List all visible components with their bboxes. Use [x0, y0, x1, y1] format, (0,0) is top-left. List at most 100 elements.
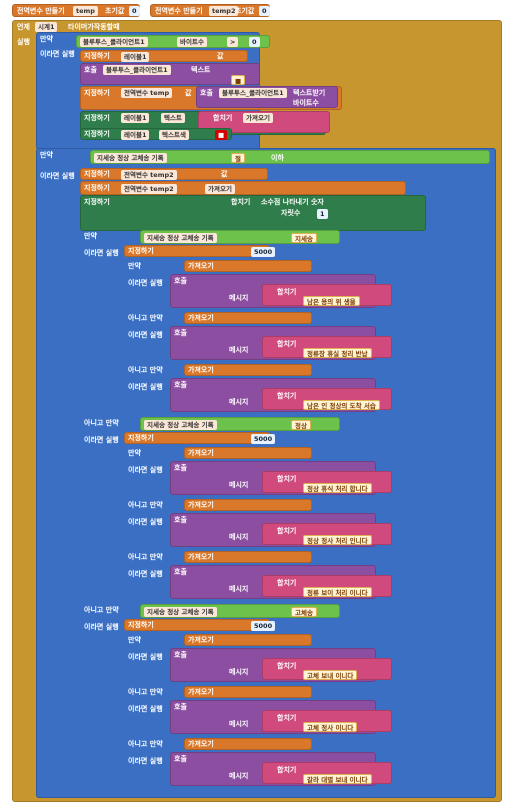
set-decimals-block[interactable]: 지정하기 합치기 소수점 나타내기 숫자 자릿수 1 — [80, 195, 426, 231]
digits-value[interactable]: 1 — [317, 209, 328, 219]
receive-method: 텍스트받기 — [293, 89, 326, 97]
receive-call[interactable]: 호출 블루투스_클라이언트1 텍스트받기 바이트수 — [196, 86, 338, 108]
global-var-suffix: 초기값 — [235, 7, 255, 15]
message-text[interactable]: 정류장 휴실 정리 반납 — [303, 348, 372, 358]
call-arg[interactable]: ■ — [231, 75, 246, 85]
set-prop[interactable]: 텍스트색 — [159, 130, 189, 140]
message-join[interactable]: 합치기 갈라 대별 보내 이니다 — [262, 762, 392, 784]
set-target[interactable]: 전역변수 temp2 — [121, 184, 177, 194]
message-join[interactable]: 합치기 고체 정사 이니다 — [262, 710, 392, 732]
get-temp2-block[interactable]: 가져오기 — [184, 364, 312, 376]
section-condition[interactable]: 지세숭 정상 고체송 기록 고체송 — [140, 604, 340, 618]
compare-op[interactable]: > — [227, 37, 239, 47]
global-var-temp[interactable]: 전역변수 만들기 temp 초기값 0 — [12, 4, 140, 17]
get-temp2-block[interactable]: 가져오기 — [184, 686, 312, 698]
message-join[interactable]: 합치기 고체 보내 이니다 — [262, 658, 392, 680]
set-keyword: 지정하기 — [84, 184, 110, 192]
textcomp[interactable]: 지세숭 정상 고체송 기록 — [94, 153, 167, 163]
set-timer-block[interactable]: 지정하기 5000 — [124, 432, 276, 444]
global-var-value[interactable]: 0 — [129, 6, 140, 16]
section-textcomp[interactable]: 지세숭 정상 고체송 기록 — [144, 420, 217, 430]
set-temp2-block[interactable]: 지정하기 전역변수 temp2 값 — [80, 168, 268, 180]
message-join[interactable]: 합치기 정류 보이 처리 이니다 — [262, 575, 392, 597]
color-red[interactable]: ■ — [215, 130, 228, 140]
message-text[interactable]: 정상 휴식 처리 합니다 — [303, 483, 372, 493]
event-component[interactable]: 시계1 — [35, 22, 58, 32]
join-keyword: 합치기 — [277, 527, 297, 535]
call-keyword: 호출 — [174, 755, 187, 763]
get-keyword[interactable]: 가져오기 — [205, 184, 235, 194]
join-block[interactable]: 합치기 가져오기 — [198, 111, 330, 133]
message-text[interactable]: 고체 정사 이니다 — [303, 722, 358, 732]
set-target[interactable]: 전역변수 temp — [121, 88, 173, 98]
set-timer-block[interactable]: 지정하기 5000 — [124, 619, 276, 631]
set-target[interactable]: 레이블1 — [121, 130, 150, 140]
timer-value[interactable]: 5000 — [251, 247, 276, 257]
value-keyword: 값 — [221, 170, 228, 178]
set-target[interactable]: 전역변수 temp2 — [121, 170, 177, 180]
message-text[interactable]: 갈라 대별 보내 이니다 — [303, 774, 372, 784]
join-keyword: 합치기 — [213, 114, 233, 122]
message-keyword: 메시지 — [229, 585, 249, 593]
global-var-label: 전역변수 만들기 — [155, 7, 203, 15]
get-temp2-block[interactable]: 가져오기 — [184, 312, 312, 324]
get-temp[interactable]: 가져오기 — [243, 113, 273, 123]
set-prop[interactable]: 텍스트 — [161, 113, 185, 123]
message-text[interactable]: 정류 보이 처리 이니다 — [303, 587, 372, 597]
compare-block-2[interactable]: 지세숭 정상 고체송 기록 절 이하 — [90, 150, 490, 164]
compare-literal[interactable]: 절 — [231, 153, 245, 163]
bt-component[interactable]: 블루투스_클라이언트1 — [80, 37, 148, 47]
timer-value[interactable]: 5000 — [251, 621, 276, 631]
decimals-label: 소수점 나타내기 숫자 — [261, 198, 324, 206]
bt-available[interactable]: 바이트수 — [177, 37, 207, 47]
global-var-value[interactable]: 0 — [259, 6, 270, 16]
section-textcomp[interactable]: 지세숭 정상 고체송 기록 — [144, 233, 217, 243]
message-text[interactable]: 남은 용의 위 생을 — [303, 296, 360, 306]
global-var-name[interactable]: temp2 — [209, 6, 239, 16]
set-temp2-get[interactable]: 지정하기 전역변수 temp2 가져오기 — [80, 181, 406, 195]
section-textcomp[interactable]: 지세숭 정상 고체송 기록 — [144, 607, 217, 617]
set-target[interactable]: 레이블1 — [121, 52, 150, 62]
message-text[interactable]: 고체 보내 이니다 — [303, 670, 358, 680]
call-component[interactable]: 블루투스_클라이언트1 — [103, 65, 171, 75]
row-if-keyword: 아니고 만약 — [128, 366, 163, 374]
section-key[interactable]: 고체송 — [291, 607, 317, 617]
set-color-block[interactable]: 지정하기 레이블1 텍스트색 ■ — [80, 128, 232, 140]
get-temp2-block[interactable]: 가져오기 — [184, 738, 312, 750]
message-join[interactable]: 합치기 남은 인 정상의 도착 서습 — [262, 388, 392, 410]
get-keyword: 가져오기 — [188, 449, 214, 457]
message-text[interactable]: 남은 인 정상의 도착 서습 — [303, 400, 380, 410]
receive-component[interactable]: 블루투스_클라이언트1 — [219, 88, 287, 98]
section-then-keyword: 이라면 실행 — [84, 436, 119, 444]
compare-value[interactable]: 0 — [249, 37, 260, 47]
section-key[interactable]: 지세숭 — [291, 233, 317, 243]
section-key[interactable]: 정상 — [291, 420, 311, 430]
join-keyword: 합치기 — [277, 288, 297, 296]
row-then-keyword: 이라면 실행 — [128, 518, 163, 526]
message-text[interactable]: 정상 정사 처리 인니다 — [303, 535, 372, 545]
timer-value[interactable]: 5000 — [251, 434, 276, 444]
call-block[interactable]: 호출 블루투스_클라이언트1 텍스트 ■ — [80, 63, 260, 85]
get-temp2-block[interactable]: 가져오기 — [184, 499, 312, 511]
message-join[interactable]: 합치기 정류장 휴실 정리 반납 — [262, 336, 392, 358]
get-temp2-block[interactable]: 가져오기 — [184, 551, 312, 563]
row-if-keyword: 만약 — [128, 636, 141, 644]
section-condition[interactable]: 지세숭 정상 고체송 기록 정상 — [140, 417, 340, 431]
get-temp2-block[interactable]: 가져오기 — [184, 260, 312, 272]
get-temp2-block[interactable]: 가져오기 — [184, 634, 312, 646]
set-block[interactable]: 지정하기 레이블1 값 — [80, 50, 248, 62]
compare-block[interactable]: 블루투스_클라이언트1 바이트수 > 0 — [76, 35, 270, 48]
message-keyword: 메시지 — [229, 398, 249, 406]
get-temp2-block[interactable]: 가져오기 — [184, 447, 312, 459]
section-condition[interactable]: 지세숭 정상 고체송 기록 지세숭 — [140, 230, 340, 244]
set-timer-block[interactable]: 지정하기 5000 — [124, 245, 276, 257]
global-var-temp2[interactable]: 전역변수 만들기 temp2 초기값 0 — [150, 4, 270, 17]
set-target[interactable]: 레이블1 — [121, 113, 150, 123]
global-var-name[interactable]: temp — [73, 6, 98, 16]
call-keyword: 호출 — [174, 568, 187, 576]
set-keyword: 지정하기 — [84, 52, 110, 60]
message-join[interactable]: 합치기 정상 휴식 처리 합니다 — [262, 471, 392, 493]
event-when: 언제 — [17, 23, 30, 31]
